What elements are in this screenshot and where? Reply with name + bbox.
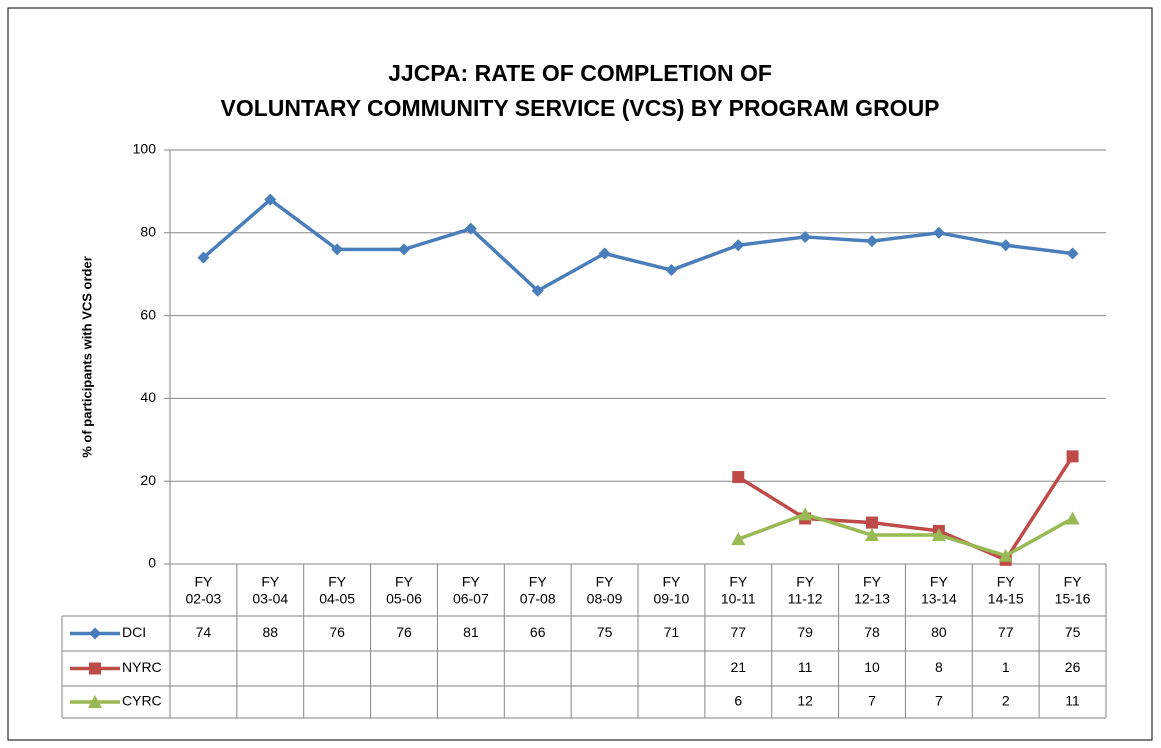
y-axis-label: % of participants with VCS order xyxy=(79,256,94,458)
x-tick-label: FY 02-03 xyxy=(186,573,222,606)
marker xyxy=(731,532,746,546)
marker xyxy=(798,507,813,521)
table-value: 7 xyxy=(935,693,943,709)
table-value: 76 xyxy=(396,624,412,640)
marker xyxy=(89,662,101,675)
x-tick-label: FY 09-10 xyxy=(654,573,690,606)
marker xyxy=(865,528,879,542)
x-tick-label: FY 05-06 xyxy=(386,573,422,606)
table-value: 11 xyxy=(798,659,813,675)
x-tick-label: FY 04-05 xyxy=(319,573,355,606)
chart-title: VOLUNTARY COMMUNITY SERVICE (VCS) BY PRO… xyxy=(220,95,939,121)
marker xyxy=(866,516,878,529)
y-tick-label: 40 xyxy=(140,389,156,405)
table-value: 75 xyxy=(1065,624,1081,640)
series-line xyxy=(202,197,1073,293)
x-tick-label: FY 11-12 xyxy=(788,573,823,606)
marker xyxy=(932,226,945,239)
chart-border xyxy=(7,7,1153,741)
marker xyxy=(665,264,678,277)
marker xyxy=(531,284,544,297)
legend-label: DCI xyxy=(122,624,146,640)
y-tick-label: 80 xyxy=(140,224,156,240)
table-value: 7 xyxy=(868,693,876,709)
marker xyxy=(931,528,946,542)
series-line xyxy=(737,512,1074,558)
marker xyxy=(464,222,477,235)
y-tick-label: 0 xyxy=(148,555,156,571)
marker xyxy=(732,239,745,252)
marker xyxy=(799,230,812,243)
marker xyxy=(1066,247,1079,260)
x-tick-label: FY 12-13 xyxy=(854,573,890,606)
marker xyxy=(88,695,102,708)
table-value: 88 xyxy=(262,624,278,640)
legend-label: CYRC xyxy=(122,693,162,709)
marker xyxy=(998,548,1013,562)
y-tick-label: 60 xyxy=(140,306,156,322)
x-tick-label: FY 10-11 xyxy=(721,573,756,606)
y-tick-label: 100 xyxy=(133,141,157,157)
x-tick-label: FY 08-09 xyxy=(587,573,623,606)
x-tick-label: FY 03-04 xyxy=(252,573,288,606)
legend-label: NYRC xyxy=(122,659,162,675)
table-value: 6 xyxy=(734,693,742,709)
table-value: 79 xyxy=(797,624,813,640)
marker xyxy=(999,239,1012,252)
x-tick-label: FY 15-16 xyxy=(1055,573,1091,606)
marker xyxy=(264,193,277,206)
table-value: 76 xyxy=(329,624,345,640)
marker xyxy=(331,243,344,256)
table-value: 12 xyxy=(797,693,813,709)
marker xyxy=(398,243,410,256)
marker xyxy=(866,235,878,248)
table-value: 26 xyxy=(1065,659,1081,675)
x-tick-label: FY 07-08 xyxy=(520,573,556,606)
table-value: 77 xyxy=(998,624,1014,640)
table-value: 1 xyxy=(1002,659,1010,675)
table-value: 8 xyxy=(935,659,943,675)
table-value: 71 xyxy=(664,624,680,640)
chart-title: JJCPA: RATE OF COMPLETION OF xyxy=(388,60,772,86)
x-tick-label: FY 14-15 xyxy=(988,573,1024,606)
marker xyxy=(89,627,101,640)
marker xyxy=(1065,511,1080,525)
table-value: 10 xyxy=(864,659,880,675)
table-value: 80 xyxy=(931,624,947,640)
series-line xyxy=(737,455,1075,562)
table-value: 66 xyxy=(530,624,546,640)
table-value: 2 xyxy=(1002,693,1010,709)
table-value: 77 xyxy=(730,624,746,640)
table-value: 11 xyxy=(1065,693,1080,709)
x-tick-label: FY 13-14 xyxy=(921,573,957,606)
y-tick-label: 20 xyxy=(140,472,156,488)
table-value: 78 xyxy=(864,624,880,640)
marker xyxy=(1066,450,1079,463)
table-value: 74 xyxy=(196,624,212,640)
x-tick-label: FY 06-07 xyxy=(453,573,489,606)
marker xyxy=(598,247,611,260)
table-value: 75 xyxy=(597,624,613,640)
marker xyxy=(197,251,210,264)
marker xyxy=(732,471,745,484)
table-value: 81 xyxy=(463,624,479,640)
table-value: 21 xyxy=(730,659,746,675)
